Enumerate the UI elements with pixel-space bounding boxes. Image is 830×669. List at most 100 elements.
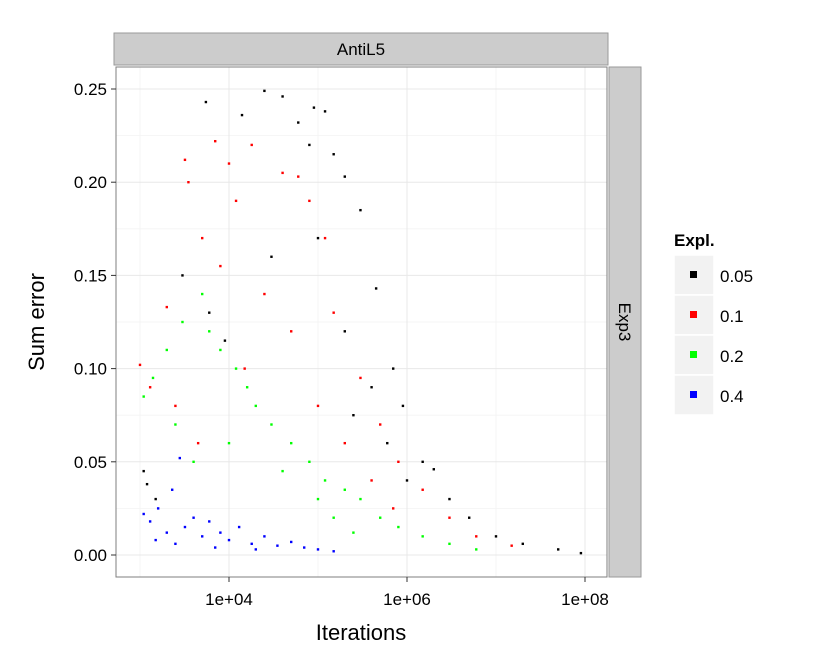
data-point — [448, 542, 451, 546]
x-tick-label: 1e+04 — [205, 590, 253, 609]
data-point — [323, 236, 327, 240]
data-point — [323, 110, 327, 113]
data-point — [270, 423, 273, 426]
data-point — [183, 158, 187, 162]
data-point — [234, 199, 238, 203]
data-point — [243, 367, 246, 370]
data-point — [343, 330, 346, 333]
y-tick-label: 0.15 — [74, 266, 107, 285]
data-point — [468, 516, 471, 519]
legend-label: 0.1 — [720, 307, 744, 326]
data-point — [379, 423, 382, 426]
data-point — [370, 386, 373, 389]
data-point — [196, 441, 200, 445]
data-point — [223, 339, 227, 342]
series-0-4 — [142, 456, 335, 553]
data-point — [316, 497, 320, 501]
data-point — [178, 456, 181, 460]
data-point — [174, 423, 177, 426]
y-tick-label: 0.10 — [74, 360, 107, 379]
data-point — [174, 542, 177, 546]
data-point — [405, 479, 409, 482]
data-point — [359, 208, 362, 212]
data-point — [227, 162, 231, 165]
data-point — [448, 516, 451, 519]
data-point — [374, 287, 378, 290]
x-tick-label: 1e+08 — [561, 590, 609, 609]
data-point — [323, 479, 327, 482]
data-point — [392, 507, 395, 510]
data-point — [352, 531, 355, 534]
y-tick-label: 0.05 — [74, 453, 107, 472]
data-point — [181, 274, 184, 277]
data-point — [263, 292, 266, 296]
data-point — [219, 264, 222, 268]
data-point — [475, 548, 478, 551]
data-point — [201, 236, 204, 240]
data-point — [290, 330, 293, 333]
data-point — [316, 236, 320, 240]
data-point — [297, 121, 300, 124]
y-tick-label: 0.20 — [74, 173, 107, 192]
data-point — [145, 482, 149, 486]
data-point — [170, 488, 174, 491]
data-point — [421, 488, 424, 491]
data-point — [263, 535, 266, 538]
data-point — [270, 255, 273, 258]
facet-column-strip — [113, 32, 609, 66]
data-point — [227, 538, 231, 542]
data-point — [148, 520, 152, 523]
data-point — [386, 441, 389, 445]
data-point — [254, 404, 257, 408]
data-point — [343, 175, 346, 178]
facet-row-strip — [608, 66, 642, 578]
x-tick-label: 1e+06 — [383, 590, 431, 609]
data-point — [332, 550, 335, 553]
data-point — [165, 305, 168, 309]
data-point — [308, 143, 311, 147]
facet-column-label: AntiL5 — [337, 40, 385, 59]
data-point — [165, 531, 168, 534]
data-point — [281, 171, 284, 175]
series-0-1 — [138, 139, 513, 547]
series-0-05 — [142, 89, 583, 555]
data-point — [154, 538, 157, 542]
legend-swatch — [690, 351, 697, 358]
data-point — [359, 497, 362, 501]
data-point — [227, 441, 231, 445]
data-point — [142, 469, 145, 473]
data-point — [316, 404, 320, 408]
legend-swatch — [690, 391, 697, 398]
data-point — [151, 376, 155, 380]
data-point — [250, 143, 253, 147]
data-point — [332, 153, 335, 156]
data-point — [359, 376, 362, 380]
data-point — [183, 525, 187, 529]
data-point — [421, 460, 424, 463]
data-point — [510, 544, 513, 547]
data-point — [290, 540, 293, 544]
data-point — [142, 512, 145, 516]
facet-row-label: Exp3 — [615, 303, 634, 342]
data-point — [432, 468, 435, 471]
data-point — [494, 535, 498, 538]
data-point — [174, 404, 177, 408]
data-point — [219, 531, 222, 534]
y-axis-label: Sum error — [24, 273, 49, 371]
data-point — [297, 175, 300, 178]
data-point — [557, 548, 560, 551]
data-point — [397, 525, 400, 529]
data-point — [276, 544, 279, 547]
plot-border — [115, 66, 608, 578]
data-point — [204, 100, 208, 104]
data-point — [475, 535, 478, 538]
data-point — [192, 460, 195, 463]
y-tick-label: 0.00 — [74, 546, 107, 565]
data-point — [154, 497, 157, 501]
data-point — [254, 548, 257, 551]
data-point — [208, 520, 211, 523]
data-point — [392, 367, 395, 370]
data-point — [138, 363, 142, 367]
